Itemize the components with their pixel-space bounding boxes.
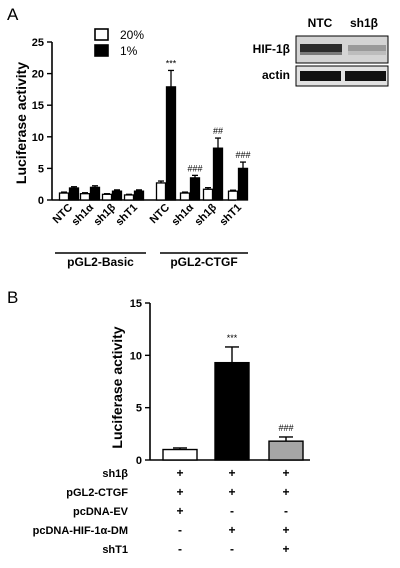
bar-a-1pct (237, 167, 249, 201)
condition-label: pcDNA-HIF-1α-DM (33, 525, 128, 537)
bar-a-20pct (123, 194, 135, 201)
y-tick-label-b: 15 (130, 298, 142, 310)
y-tick-label-a: 5 (38, 163, 44, 175)
blot-lane-label: NTC (308, 16, 333, 30)
bar-a-1pct (68, 187, 80, 201)
bar-a-20pct (202, 188, 214, 201)
panel-label-b: B (7, 288, 18, 307)
condition-sign: - (178, 523, 182, 537)
x-tick-label-a: sh1β (192, 201, 219, 228)
panel-label-a: A (7, 5, 19, 24)
group-label-a: pGL2-CTGF (170, 255, 237, 269)
condition-sign: - (284, 504, 288, 518)
condition-sign: - (230, 542, 234, 556)
condition-sign: + (282, 466, 289, 480)
legend-label-a: 20% (120, 28, 144, 42)
legend-swatch-a (94, 44, 109, 57)
bar-a-1pct (189, 177, 201, 201)
y-tick-label-a: 25 (32, 37, 44, 49)
significance-annotation-a: *** (166, 58, 177, 68)
blot-lane-label: sh1β (350, 16, 378, 30)
bar-a-1pct (133, 190, 145, 201)
blot-band-sh1b-actin (345, 71, 386, 81)
y-axis-label-b: Luciferase activity (109, 326, 125, 448)
x-tick-label-a: sh1β (91, 201, 118, 228)
significance-annotation-b: *** (227, 333, 238, 343)
bar-b (162, 448, 198, 461)
condition-label: shT1 (102, 544, 128, 556)
x-tick-label-a: sh1α (69, 201, 96, 228)
blot-row-label: actin (262, 68, 290, 82)
y-tick-label-a: 20 (32, 69, 44, 81)
condition-sign: + (228, 485, 235, 499)
x-tick-label-a: sh1α (169, 201, 196, 228)
y-tick-label-b: 5 (136, 403, 142, 415)
condition-sign: - (230, 504, 234, 518)
x-tick-label-a: shT1 (217, 202, 244, 229)
bar-a-20pct (79, 193, 91, 201)
bar-a-20pct (155, 182, 167, 201)
y-tick-label-a: 15 (32, 100, 44, 112)
bar-a-1pct (111, 190, 123, 201)
condition-sign: + (228, 523, 235, 537)
bar-b (214, 361, 250, 461)
y-tick-label-a: 10 (32, 132, 44, 144)
bar-a-20pct (101, 193, 113, 201)
condition-sign: + (282, 542, 289, 556)
y-tick-label-a: 0 (38, 195, 44, 207)
significance-annotation-a: ### (187, 163, 202, 173)
blot-band-ntc-hif1b-lower (300, 52, 342, 55)
condition-label: pcDNA-EV (73, 506, 129, 518)
condition-sign: + (176, 504, 183, 518)
condition-label: sh1β (102, 468, 128, 480)
y-axis-label-a: Luciferase activity (13, 62, 29, 184)
y-tick-label-b: 10 (130, 350, 142, 362)
x-tick-label-a: shT1 (113, 202, 140, 229)
condition-sign: - (178, 542, 182, 556)
bar-a-1pct (89, 186, 101, 201)
bar-a-1pct (212, 147, 224, 201)
group-label-a: pGL2-Basic (67, 255, 134, 269)
significance-annotation-a: ### (235, 150, 250, 160)
bar-a-1pct (165, 86, 177, 201)
blot-band-sh1b-hif1b (348, 45, 386, 52)
bar-a-20pct (179, 192, 191, 201)
condition-sign: + (282, 485, 289, 499)
condition-label: pGL2-CTGF (66, 487, 128, 499)
legend-swatch-a (94, 28, 109, 41)
x-tick-label-a: NTC (148, 202, 173, 227)
bar-a-20pct (227, 190, 239, 201)
blot-band-sh1b-hif1b-lower (348, 51, 386, 55)
blot-row-label: HIF-1β (253, 42, 290, 56)
y-tick-label-b: 0 (136, 455, 142, 467)
bar-a-20pct (58, 192, 70, 201)
significance-annotation-a: ## (213, 126, 223, 136)
condition-sign: + (176, 466, 183, 480)
blot-band-ntc-actin (300, 71, 341, 81)
condition-sign: + (228, 466, 235, 480)
condition-sign: + (282, 523, 289, 537)
bar-b (268, 440, 304, 461)
blot-band-ntc-hif1b (300, 44, 342, 53)
legend-label-a: 1% (120, 44, 138, 58)
condition-sign: + (176, 485, 183, 499)
significance-annotation-b: ### (278, 423, 293, 433)
